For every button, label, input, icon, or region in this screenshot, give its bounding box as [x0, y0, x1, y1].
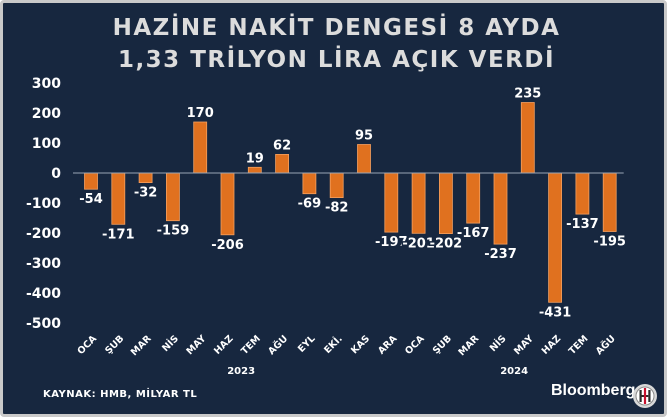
bar	[357, 144, 371, 174]
data-label: 62	[273, 138, 291, 153]
x-tick-label: TEM	[239, 333, 263, 357]
x-tick-label: ŞUB	[103, 333, 126, 356]
x-tick-label: MAY	[512, 333, 536, 357]
bar	[329, 172, 344, 199]
data-label: -206	[211, 238, 244, 253]
bar	[302, 172, 317, 195]
data-label: 235	[514, 87, 541, 102]
bar	[411, 172, 426, 234]
data-label: 19	[246, 151, 264, 166]
x-tick-label: ŞUB	[431, 333, 454, 356]
x-tick-label: AĞU	[593, 333, 618, 358]
x-tick-label: ARA	[376, 333, 400, 357]
data-label: -201	[402, 236, 435, 251]
data-label: -137	[566, 217, 599, 232]
bar-chart: 300 200 100 0 -100 -200 -300 -400 -500 -54 -171 -32…	[26, 76, 628, 377]
year-group-label: 2024	[500, 366, 528, 377]
data-label: -167	[457, 226, 490, 241]
x-tick-label: MAR	[129, 333, 154, 358]
bar	[111, 172, 126, 225]
bar	[520, 102, 535, 174]
bar	[138, 172, 153, 183]
y-tick-label: 100	[32, 136, 61, 152]
x-tick-label: MAR	[456, 333, 481, 358]
bar	[84, 172, 98, 190]
bar	[602, 172, 617, 232]
x-tick-label: KAS	[349, 333, 372, 356]
bar	[247, 166, 262, 174]
x-tick-label: OCA	[75, 333, 99, 357]
data-label: -32	[134, 186, 158, 201]
bar	[466, 172, 481, 224]
y-tick-label: -400	[26, 286, 61, 302]
x-tick-label: NİS	[160, 333, 181, 354]
bar	[193, 121, 208, 174]
x-tick-label: MAY	[184, 333, 208, 357]
y-tick-label: -300	[26, 256, 61, 272]
bar	[220, 172, 235, 236]
bar	[384, 172, 399, 233]
data-label: 95	[355, 129, 373, 144]
x-tick-label: NİS	[488, 333, 509, 354]
chart-title-line-1: HAZİNE NAKİT DENGESİ 8 AYDA	[112, 15, 561, 41]
x-tick-label: OCA	[403, 333, 427, 357]
y-tick-label: -100	[26, 196, 61, 212]
data-label: -195	[593, 235, 626, 250]
year-group-label: 2023	[227, 366, 255, 377]
y-tick-label: 300	[32, 76, 61, 92]
data-label: -431	[539, 305, 572, 320]
x-tick-label: HAZ	[540, 333, 564, 357]
bar	[438, 172, 453, 234]
bar	[165, 172, 180, 222]
x-tick-label: EYL	[296, 333, 318, 355]
x-tick-label: HAZ	[212, 333, 236, 357]
y-tick-label: -500	[26, 316, 61, 332]
data-label: -54	[79, 192, 103, 207]
bar	[575, 172, 590, 215]
x-tick-label: EKİ.	[322, 333, 345, 356]
data-label: -69	[298, 197, 322, 212]
bar	[275, 153, 290, 174]
data-label: -197	[375, 235, 408, 250]
data-label: -171	[102, 227, 135, 242]
chart-title-line-2: 1,33 TRİLYON LİRA AÇIK VERDİ	[117, 47, 556, 73]
bar	[493, 172, 508, 245]
bloomberg-logo: Bloomberg	[551, 382, 636, 399]
x-tick-label: TEM	[567, 333, 591, 357]
bar	[548, 172, 562, 303]
data-label: -202	[430, 237, 463, 252]
ht-logo-icon	[633, 384, 657, 408]
data-label: -82	[325, 201, 349, 216]
y-tick-label: 200	[32, 106, 61, 122]
data-label: -159	[157, 224, 190, 239]
y-tick-label: 0	[51, 166, 61, 182]
source-note: KAYNAK: HMB, MİLYAR TL	[43, 389, 198, 400]
data-label: -237	[484, 247, 517, 262]
y-tick-label: -200	[26, 226, 61, 242]
x-tick-label: AĞU	[266, 333, 291, 358]
data-label: 170	[187, 106, 214, 121]
